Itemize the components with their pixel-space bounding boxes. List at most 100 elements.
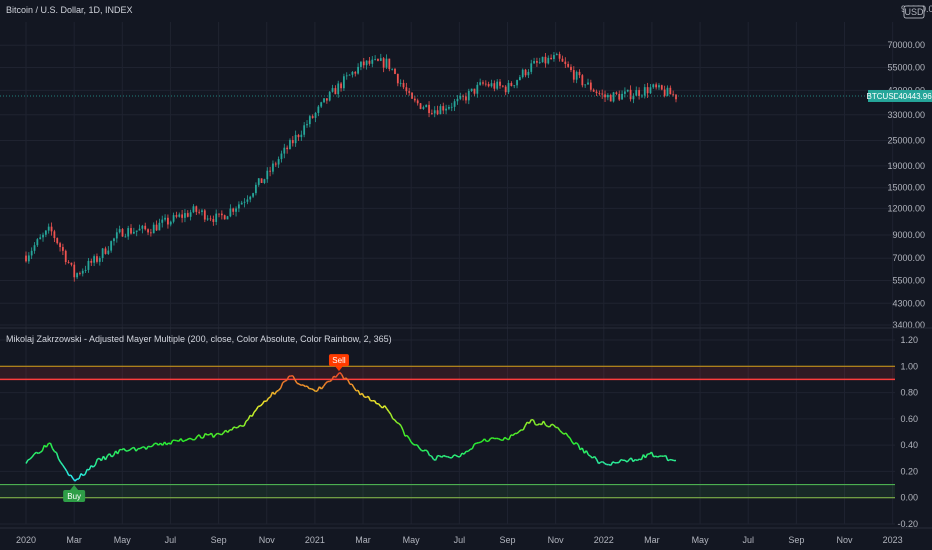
price-candle-body xyxy=(621,93,623,100)
price-candle-body xyxy=(368,60,371,64)
price-candle-body xyxy=(303,125,306,135)
indicator-line-segment xyxy=(624,459,628,463)
price-candle-body xyxy=(229,208,232,217)
indicator-line-segment xyxy=(542,420,547,426)
price-candle-body xyxy=(524,69,527,76)
price-candle-body xyxy=(47,226,50,231)
price-candle-body xyxy=(297,134,300,138)
price-candle-body xyxy=(660,85,663,90)
indicator-line-segment xyxy=(82,473,86,477)
indicator-line-segment xyxy=(671,459,675,462)
indicator-line-segment xyxy=(227,429,231,433)
indicator-line-segment xyxy=(418,447,422,451)
price-candle-body xyxy=(365,60,368,66)
price-candle-body xyxy=(192,206,195,213)
indicator-line-segment xyxy=(367,395,372,401)
price-candle-body xyxy=(572,70,575,80)
price-candle-body xyxy=(504,86,507,93)
price-tag: BTCUSD 40443.96 xyxy=(867,89,932,102)
price-candle-body xyxy=(73,264,76,278)
price-candle-body xyxy=(36,239,39,246)
price-candle-body xyxy=(93,256,96,263)
indicator-line-segment xyxy=(296,382,300,385)
indicator-line-segment xyxy=(310,388,314,391)
price-candle-body xyxy=(479,82,482,85)
price-candle-body xyxy=(27,255,30,262)
x-tick-label: Mar xyxy=(644,535,660,545)
price-candle-body xyxy=(456,98,459,102)
price-tick-label: 4300.00 xyxy=(892,298,925,308)
price-tag-value-bg xyxy=(898,89,932,102)
price-candle-body xyxy=(33,245,36,251)
indicator-line-segment xyxy=(402,429,406,437)
indicator-line-segment xyxy=(35,451,39,455)
price-candle-body xyxy=(98,258,101,262)
price-candle-body xyxy=(201,210,203,212)
indicator-line-segment xyxy=(94,458,99,466)
indicator-line-segment xyxy=(294,379,298,384)
buy-signal-marker[interactable]: Buy xyxy=(63,484,86,502)
price-candle-body xyxy=(484,83,487,85)
indicator-y-axis[interactable]: 1.20 1.00 0.80 0.60 0.40 0.20 0.00 -0.20 xyxy=(897,335,918,529)
indicator-bands xyxy=(0,365,895,499)
indicator-line-segment xyxy=(459,452,463,458)
price-candle-body xyxy=(445,108,447,111)
price-candle-body xyxy=(672,94,675,96)
indicator-line-segment xyxy=(45,443,50,448)
indicator-line-segment xyxy=(581,447,586,454)
price-candle-body xyxy=(658,85,660,88)
price-candle-body xyxy=(382,58,385,68)
currency-badge[interactable]: USD xyxy=(903,5,925,19)
indicator-line-segment xyxy=(60,461,64,466)
indicator-line-segment xyxy=(198,434,202,439)
indicator-line-segment xyxy=(602,461,606,465)
indicator-line-segment xyxy=(388,410,392,415)
price-candle-body xyxy=(226,216,229,220)
price-candle-body xyxy=(501,85,504,87)
indicator-line-segment xyxy=(522,425,526,431)
indicator-pane[interactable] xyxy=(25,371,677,482)
buy-signal-label: Buy xyxy=(67,492,81,501)
indicator-line-segment xyxy=(57,458,62,463)
indicator-line-segment xyxy=(86,468,90,471)
indicator-line-segment xyxy=(434,455,439,461)
x-axis[interactable]: 2020 Mar May Jul Sep Nov 2021 Mar May Jul Sep Nov 20… xyxy=(16,535,903,545)
indicator-line-segment xyxy=(426,450,431,456)
price-candle-body xyxy=(115,232,118,239)
price-candle-body xyxy=(255,184,257,194)
indicator-line-segment xyxy=(261,400,266,405)
price-candle-body xyxy=(564,61,567,64)
price-candle-body xyxy=(575,71,578,80)
price-candle-body xyxy=(104,248,107,254)
indicator-line-segment xyxy=(276,389,280,392)
indicator-line-segment xyxy=(123,448,127,452)
price-candle-body xyxy=(246,199,249,202)
price-candle-body xyxy=(391,68,394,70)
indicator-line-segment xyxy=(408,437,412,443)
price-candle-body xyxy=(496,81,499,89)
price-candle-body xyxy=(609,94,612,102)
price-candle-body xyxy=(237,204,240,209)
price-candle-body xyxy=(337,83,340,95)
indicator-line-segment xyxy=(150,445,153,448)
indicator-line-segment xyxy=(341,374,345,380)
price-candle-body xyxy=(439,106,442,115)
price-candle-body xyxy=(289,140,291,150)
sell-zone-fill xyxy=(0,366,895,380)
indicator-line-segment xyxy=(636,458,640,462)
price-candle-body xyxy=(601,93,604,95)
indicator-line-segment xyxy=(510,434,514,437)
indicator-line-segment xyxy=(400,425,404,431)
x-tick-label: Nov xyxy=(548,535,565,545)
indicator-line-segment xyxy=(430,455,435,460)
price-candle-body xyxy=(629,89,632,100)
price-candle-body xyxy=(70,262,73,265)
indicator-line-segment xyxy=(186,437,190,441)
sell-signal-marker[interactable]: Sell xyxy=(328,354,349,372)
indicator-line-segment xyxy=(463,450,467,455)
price-pane[interactable] xyxy=(0,51,895,282)
indicator-line-segment xyxy=(27,458,31,461)
price-candle-body xyxy=(249,196,252,200)
price-candle-body xyxy=(626,89,629,92)
